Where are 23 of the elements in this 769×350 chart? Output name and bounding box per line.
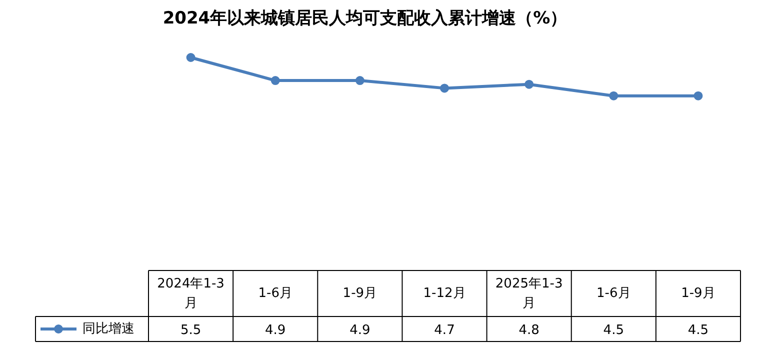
x-tick-label: 1-12月: [423, 286, 466, 301]
point: [440, 84, 449, 93]
point: [524, 80, 534, 89]
x-tick-label: 2024年1-3月: [157, 276, 224, 311]
x-tick-label: 1-6月: [258, 286, 292, 301]
data-label: 4.9: [265, 323, 286, 338]
point: [186, 53, 196, 62]
data-label: 4.8: [518, 323, 540, 338]
x-tick-label: 1-9月: [681, 286, 716, 301]
point: [609, 91, 618, 100]
data-label: 4.7: [434, 323, 455, 338]
data-label: 5.5: [180, 323, 202, 338]
point: [270, 76, 280, 86]
point: [355, 76, 364, 86]
x-tick-label: 1-9月: [342, 286, 378, 301]
data-label: 4.5: [688, 323, 709, 338]
chart-title: 2024年以来城镇居民人均可支配收入累计增速（%）: [162, 8, 568, 28]
x-tick-label: 2025年1-3月: [495, 276, 563, 311]
legend-label: 同比增速: [82, 322, 134, 336]
data-label: 4.5: [603, 323, 624, 338]
x-tick-label: 1-6月: [596, 286, 631, 301]
data-label: 4.9: [350, 323, 370, 338]
point: [694, 91, 703, 100]
